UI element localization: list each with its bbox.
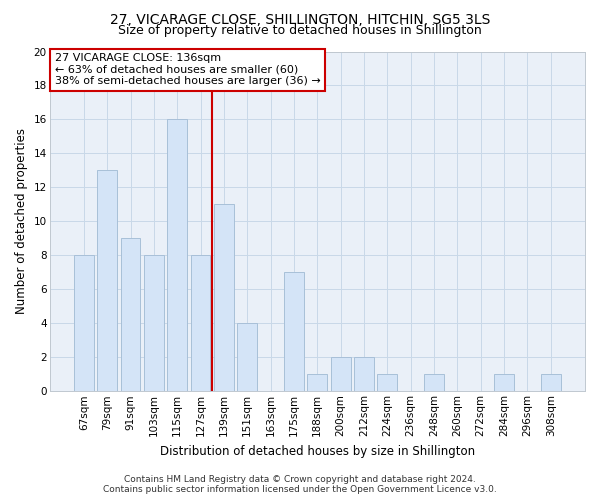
Bar <box>377 374 397 392</box>
Bar <box>238 324 257 392</box>
Y-axis label: Number of detached properties: Number of detached properties <box>15 128 28 314</box>
Bar <box>121 238 140 392</box>
Bar <box>191 256 211 392</box>
Text: Contains HM Land Registry data © Crown copyright and database right 2024.
Contai: Contains HM Land Registry data © Crown c… <box>103 474 497 494</box>
Text: 27 VICARAGE CLOSE: 136sqm
← 63% of detached houses are smaller (60)
38% of semi-: 27 VICARAGE CLOSE: 136sqm ← 63% of detac… <box>55 53 320 86</box>
Bar <box>307 374 327 392</box>
Bar <box>97 170 117 392</box>
Bar <box>214 204 234 392</box>
Bar <box>284 272 304 392</box>
Bar <box>494 374 514 392</box>
Bar <box>144 256 164 392</box>
Bar <box>424 374 444 392</box>
Bar <box>74 256 94 392</box>
Bar <box>331 358 350 392</box>
X-axis label: Distribution of detached houses by size in Shillington: Distribution of detached houses by size … <box>160 444 475 458</box>
Bar <box>354 358 374 392</box>
Bar <box>541 374 560 392</box>
Text: 27, VICARAGE CLOSE, SHILLINGTON, HITCHIN, SG5 3LS: 27, VICARAGE CLOSE, SHILLINGTON, HITCHIN… <box>110 12 490 26</box>
Text: Size of property relative to detached houses in Shillington: Size of property relative to detached ho… <box>118 24 482 37</box>
Bar <box>167 120 187 392</box>
